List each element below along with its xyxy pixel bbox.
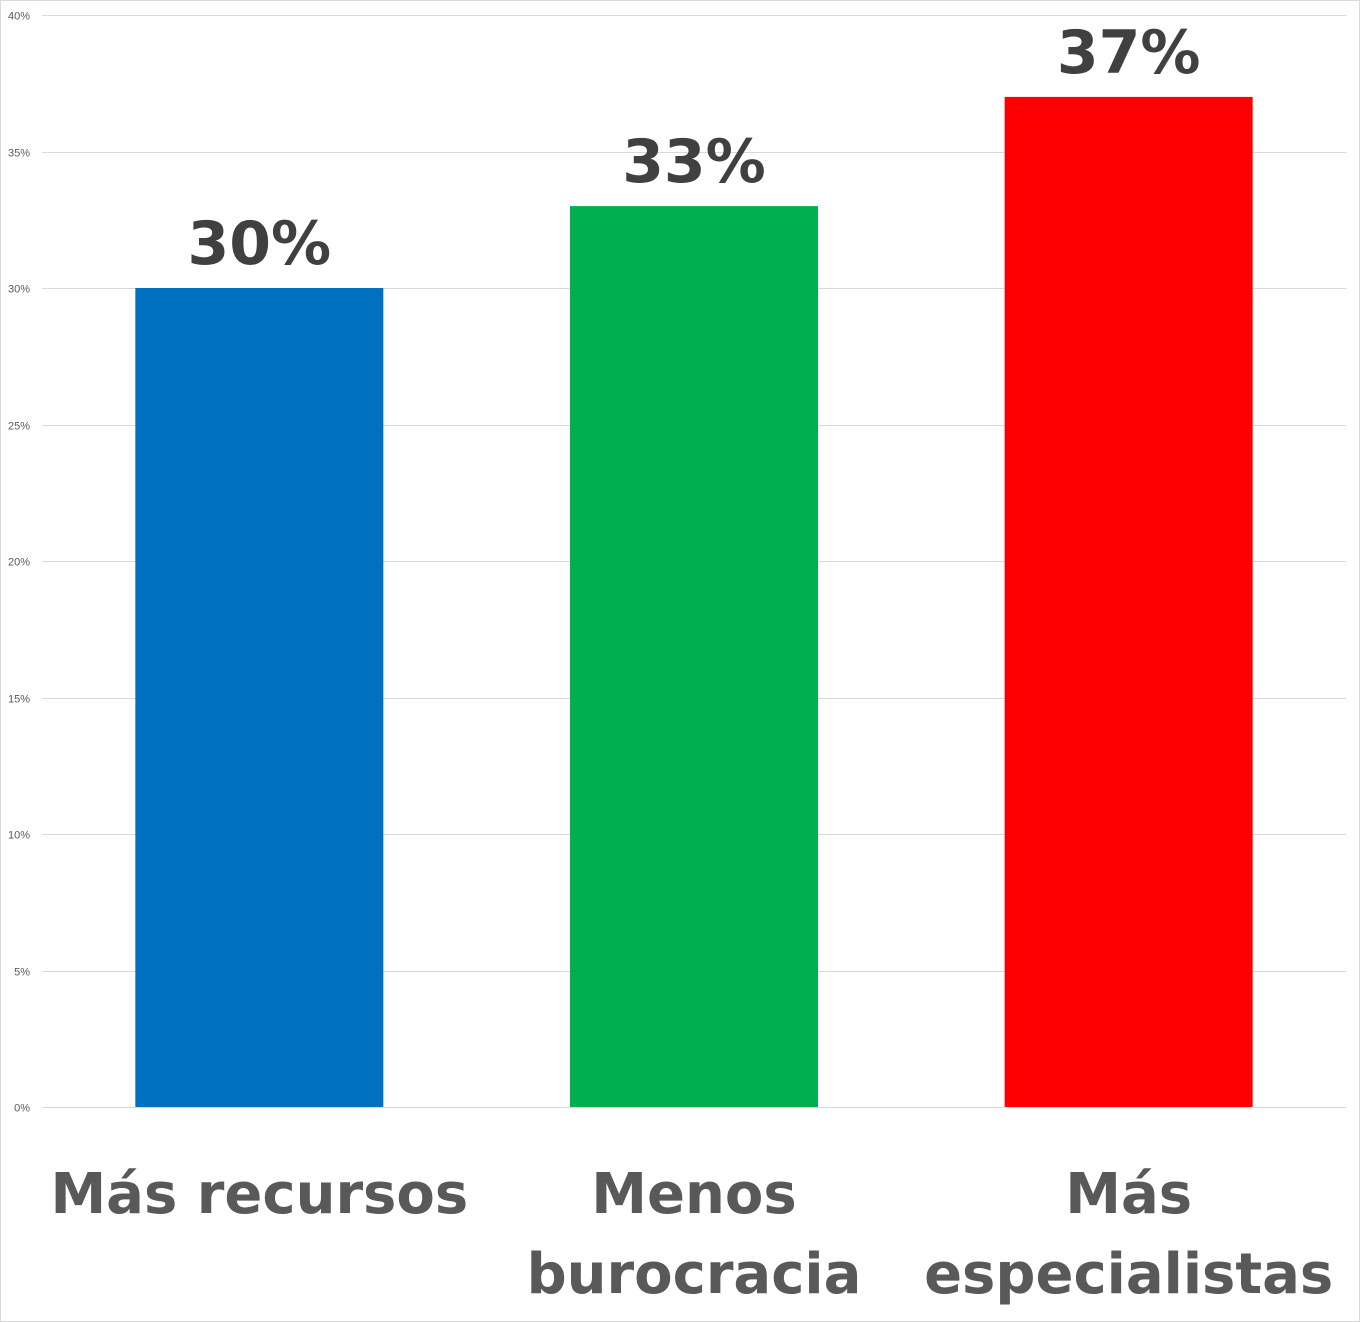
data-labels: 30% 33% 37% bbox=[188, 18, 1201, 279]
y-tick-label: 10% bbox=[8, 830, 30, 842]
category-label: Más recursos bbox=[50, 1162, 468, 1227]
y-tick-label: 20% bbox=[8, 557, 30, 569]
y-tick-label: 40% bbox=[8, 11, 30, 23]
data-label: 37% bbox=[1057, 18, 1201, 88]
category-label: especialistas bbox=[924, 1242, 1333, 1307]
y-axis-tick-labels: 0% 5% 10% 15% 20% 25% 30% 35% 40% bbox=[8, 11, 30, 1115]
y-tick-label: 25% bbox=[8, 421, 30, 433]
category-labels: Más recursos Menos burocracia Más especialis… bbox=[50, 1162, 1333, 1307]
bar-3 bbox=[1004, 96, 1253, 1107]
data-label: 30% bbox=[188, 209, 332, 279]
category-label: Menos bbox=[591, 1162, 796, 1227]
y-tick-label: 5% bbox=[14, 967, 30, 979]
y-tick-label: 15% bbox=[8, 694, 30, 706]
y-tick-label: 0% bbox=[14, 1103, 30, 1115]
data-label: 33% bbox=[622, 127, 766, 197]
category-label: burocracia bbox=[527, 1242, 862, 1307]
y-tick-label: 30% bbox=[8, 284, 30, 296]
bar-1 bbox=[135, 288, 384, 1107]
category-label: Más bbox=[1065, 1162, 1192, 1227]
bar-2 bbox=[570, 206, 818, 1108]
y-tick-label: 35% bbox=[8, 148, 30, 160]
bars bbox=[135, 96, 1253, 1108]
